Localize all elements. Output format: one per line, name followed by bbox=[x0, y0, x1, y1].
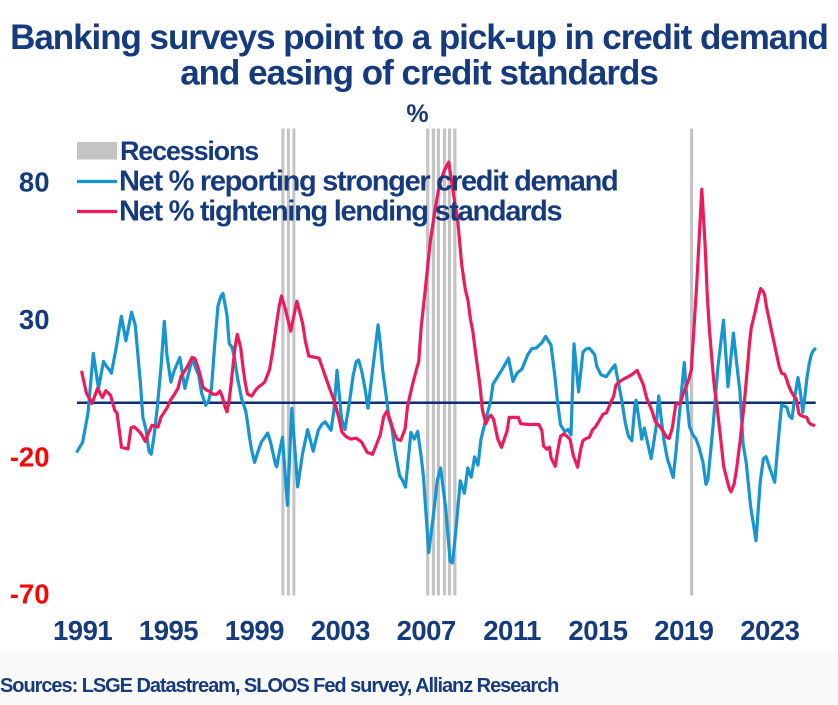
svg-text:Net % tightening lending stand: Net % tightening lending standards bbox=[119, 196, 562, 228]
svg-text:2019: 2019 bbox=[654, 615, 713, 646]
svg-text:2007: 2007 bbox=[397, 615, 456, 646]
svg-text:Net % reporting stronger credi: Net % reporting stronger credit demand bbox=[119, 166, 617, 198]
svg-text:2003: 2003 bbox=[311, 615, 370, 646]
svg-text:30: 30 bbox=[19, 304, 50, 335]
svg-text:Banking surveys point to a pic: Banking surveys point to a pick-up in cr… bbox=[10, 18, 828, 57]
svg-text:1999: 1999 bbox=[225, 615, 284, 646]
svg-text:1995: 1995 bbox=[139, 615, 198, 646]
svg-text:Sources: LSGE Datastream, SLOO: Sources: LSGE Datastream, SLOOS Fed surv… bbox=[0, 675, 558, 697]
svg-text:1991: 1991 bbox=[53, 615, 112, 646]
svg-text:%: % bbox=[406, 100, 428, 128]
svg-text:80: 80 bbox=[19, 167, 50, 198]
svg-text:2011: 2011 bbox=[483, 615, 541, 646]
svg-text:-70: -70 bbox=[10, 579, 50, 610]
svg-text:and easing of credit standards: and easing of credit standards bbox=[180, 54, 658, 93]
svg-text:Recessions: Recessions bbox=[120, 136, 258, 166]
svg-text:2015: 2015 bbox=[568, 615, 627, 646]
svg-text:2023: 2023 bbox=[740, 615, 799, 646]
svg-text:-20: -20 bbox=[10, 442, 50, 473]
